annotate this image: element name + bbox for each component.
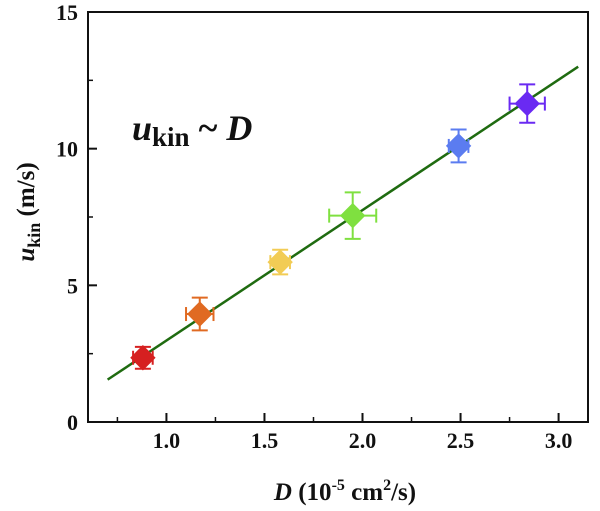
data-point-diamond [514,90,540,117]
x-tick-label: 1.0 [153,428,181,453]
x-tick-label: 2.5 [447,428,475,453]
data-point-diamond [339,202,366,229]
data-point-diamond [187,301,213,327]
y-tick-label: 10 [56,137,78,162]
plot-frame [87,11,589,423]
y-tick-label: 0 [67,410,78,435]
x-tick-label: 1.5 [251,428,279,453]
y-axis-title: ukin (m/s) [13,162,44,261]
y-tick-label: 5 [67,273,78,298]
plot-area: 1.0 1.5 2.0 2.5 3.0 0 5 10 15 [56,0,589,453]
fit-line [106,65,579,381]
data-point-diamond [130,345,156,371]
data-point-diamond [267,249,293,275]
x-axis-title: D (10-5 cm2/s) [273,477,416,506]
chart-annotation: ukin ~ D [132,108,252,152]
x-tick-label: 2.0 [349,428,377,453]
y-tick-label: 15 [56,0,78,25]
x-tick-label: 3.0 [545,428,573,453]
data-point-diamond [445,133,472,159]
